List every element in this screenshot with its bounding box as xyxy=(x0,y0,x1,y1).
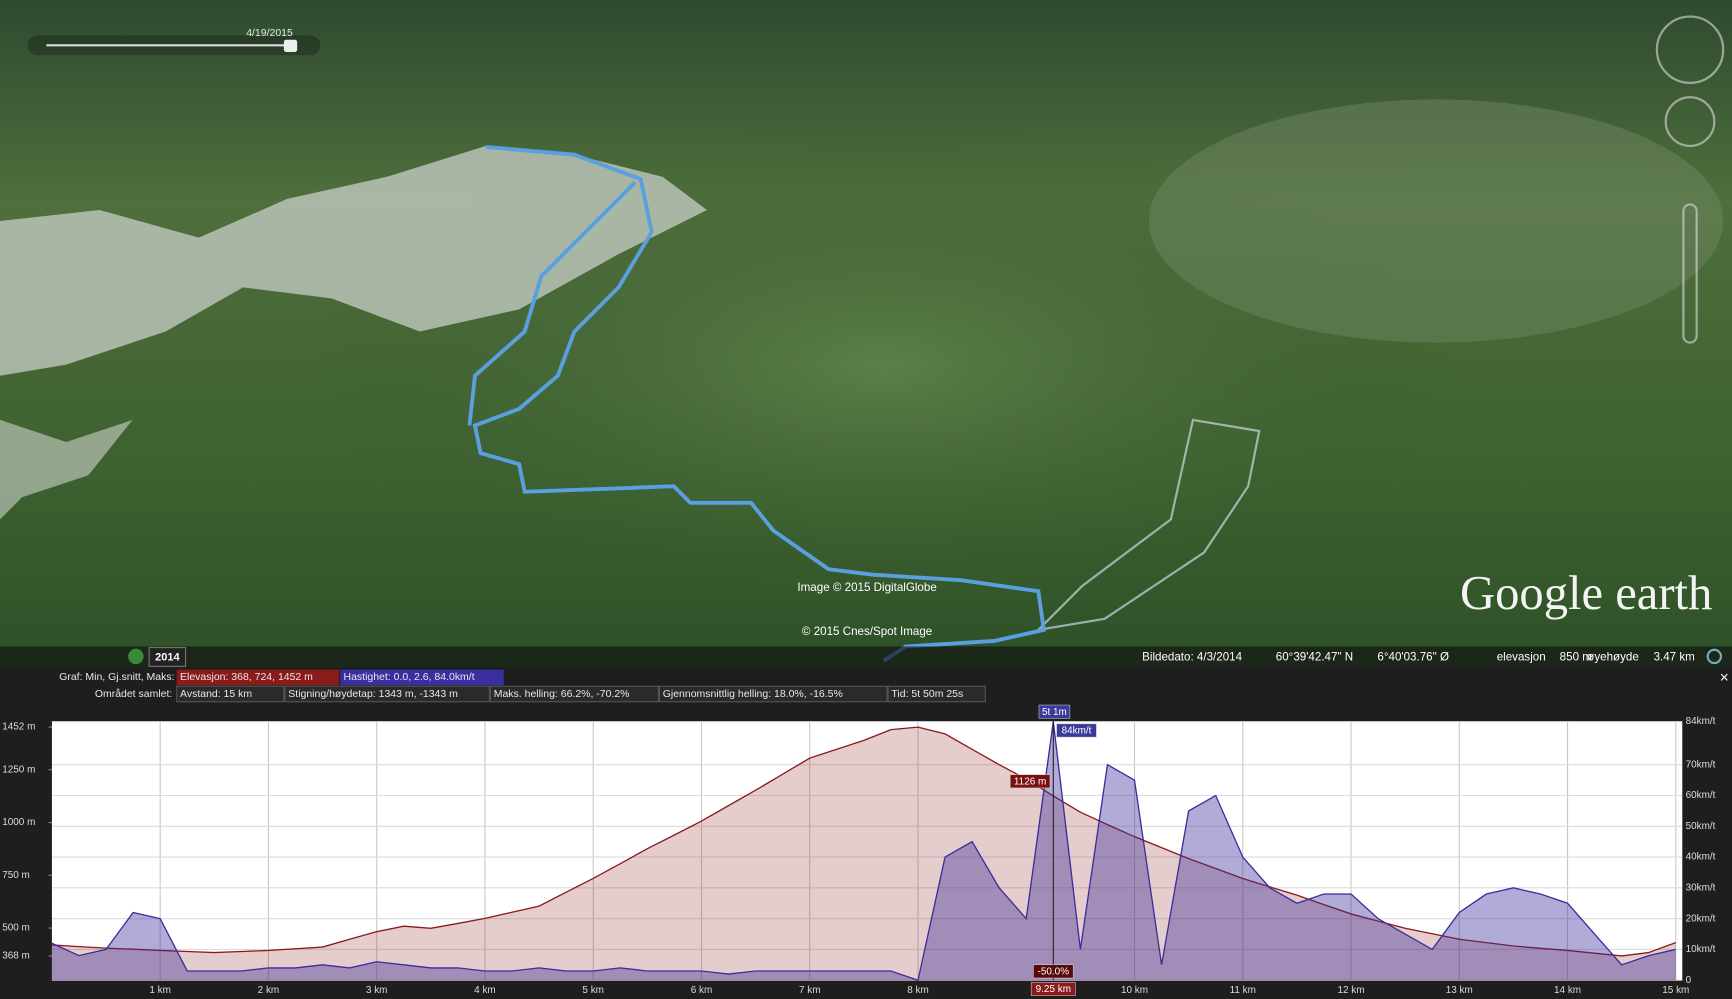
status-bar xyxy=(0,646,1732,668)
y-tick-label: 750 m xyxy=(2,870,30,881)
status-elevation-label: elevasjon xyxy=(1497,651,1546,664)
elevation-profile-panel: × Graf: Min, Gj.snitt, Maks: Elevasjon: … xyxy=(0,667,1732,999)
stat-box xyxy=(658,685,888,703)
x-tick-label: 10 km xyxy=(1121,985,1148,996)
cursor-slope-box xyxy=(1033,964,1074,979)
x-tick-label: 8 km xyxy=(907,985,929,996)
x-tick-label: 4 km xyxy=(474,985,496,996)
x-tick-label: 5 km xyxy=(582,985,604,996)
terrain-hill xyxy=(1148,99,1724,343)
stat-time: Tid: 5t 50m 25s xyxy=(891,689,963,700)
look-control[interactable] xyxy=(1655,15,1725,84)
status-latitude: 60°39'42.47" N xyxy=(1276,651,1353,664)
x-tick-label: 3 km xyxy=(366,985,388,996)
y2-tick-label: 20km/t xyxy=(1686,913,1716,924)
timeline-handle[interactable] xyxy=(283,39,298,52)
status-longitude: 6°40'03.76" Ø xyxy=(1377,651,1449,664)
y-tick-label: 1452 m xyxy=(2,722,35,733)
timeline-date: 4/19/2015 xyxy=(246,28,293,39)
y-tick-label: 1250 m xyxy=(2,764,35,775)
y2-tick-label: 0 xyxy=(1686,975,1692,986)
attribution: © 2015 Cnes/Spot Image xyxy=(802,625,932,638)
attribution: Image © 2015 DigitalGlobe xyxy=(797,581,936,594)
cursor-speed-box xyxy=(1056,723,1097,738)
series-area xyxy=(51,721,1676,981)
speed-summary-box[interactable] xyxy=(340,669,504,686)
cursor-elevation: 1126 m xyxy=(1014,776,1046,787)
stat-climb: Stigning/høydetap: 1343 m, -1343 m xyxy=(288,689,458,700)
speed-summary[interactable]: Hastighet: 0.0, 2.6, 84.0km/t xyxy=(344,672,475,683)
y-tick-label: 500 m xyxy=(2,923,30,934)
status-eye: 3.47 km xyxy=(1654,651,1695,664)
history-icon[interactable] xyxy=(128,648,144,665)
y2-tick-label: 40km/t xyxy=(1686,852,1716,863)
stat-box xyxy=(284,685,490,703)
snow-field xyxy=(0,145,707,376)
profile-chart: 1 km 2 km 3 km 4 km 5 km 6 km 7 km 8 km 10 km 11 … xyxy=(2,704,1716,996)
row-label: Graf: Min, Gj.snitt, Maks: xyxy=(59,672,174,683)
series-line xyxy=(51,721,1676,982)
stat-box xyxy=(489,685,659,703)
x-tick-label: 6 km xyxy=(691,985,713,996)
history-year[interactable]: 2014 xyxy=(155,651,180,663)
y-tick-label: 368 m xyxy=(2,951,30,962)
series-line xyxy=(51,726,1677,957)
cursor-slope: -50.0% xyxy=(1038,967,1070,978)
stat-max-slope: Maks. helling: 66.2%, -70.2% xyxy=(494,689,630,700)
map-view[interactable]: Image © 2015 DigitalGlobe © 2015 Cnes/Sp… xyxy=(0,0,1732,668)
cursor-x-box xyxy=(1030,982,1076,996)
status-icon xyxy=(1706,648,1723,665)
series-area xyxy=(51,727,1676,981)
x-tick-label: 14 km xyxy=(1554,985,1581,996)
stat-box xyxy=(887,685,986,703)
close-button[interactable]: × xyxy=(1720,670,1729,687)
gps-track xyxy=(472,145,1047,663)
snow-field xyxy=(0,419,133,520)
cursor-elevation-box xyxy=(1009,774,1051,789)
y2-tick-label: 60km/t xyxy=(1686,790,1716,801)
x-tick-label: 12 km xyxy=(1337,985,1364,996)
y2-tick-label: 84km/t xyxy=(1686,716,1716,727)
x-tick-label: 1 km xyxy=(149,985,171,996)
x-tick-label: 13 km xyxy=(1446,985,1473,996)
status-elevation: 850 m xyxy=(1560,651,1592,664)
stat-distance: Avstand: 15 km xyxy=(180,689,252,700)
y2-tick-label: 70km/t xyxy=(1686,759,1716,770)
status-eye-label: øyehøyde xyxy=(1587,651,1639,664)
cursor-time: 5t 1m xyxy=(1042,707,1067,718)
stat-box xyxy=(176,685,285,703)
x-tick-label: 11 km xyxy=(1230,985,1256,996)
y-tick-label: 1000 m xyxy=(2,817,35,828)
history-button[interactable] xyxy=(148,647,187,667)
x-tick-label: 15 km xyxy=(1662,985,1689,996)
y2-tick-label: 30km/t xyxy=(1686,882,1716,893)
river xyxy=(1035,418,1261,632)
x-tick-label: 7 km xyxy=(799,985,821,996)
y2-tick-label: 50km/t xyxy=(1686,821,1716,832)
gps-track xyxy=(467,180,637,426)
logo: Google earth xyxy=(1460,566,1712,620)
move-control[interactable] xyxy=(1664,96,1716,147)
elevation-summary[interactable]: Elevasjon: 368, 724, 1452 m xyxy=(180,672,313,683)
row-label: Området samlet: xyxy=(95,688,172,700)
status-image-date: Bildedato: 4/3/2014 xyxy=(1142,651,1242,664)
cursor-time-box xyxy=(1038,704,1071,719)
stat-avg-slope: Gjennomsnittlig helling: 18.0%, -16.5% xyxy=(663,689,843,700)
x-tick-label: 2 km xyxy=(258,985,280,996)
y2-tick-label: 10km/t xyxy=(1686,944,1716,955)
cursor-speed: 84km/t xyxy=(1062,726,1092,737)
cursor-x: 9.25 km xyxy=(1036,984,1071,995)
zoom-slider[interactable] xyxy=(1682,203,1698,344)
elevation-summary-box[interactable] xyxy=(176,669,340,686)
